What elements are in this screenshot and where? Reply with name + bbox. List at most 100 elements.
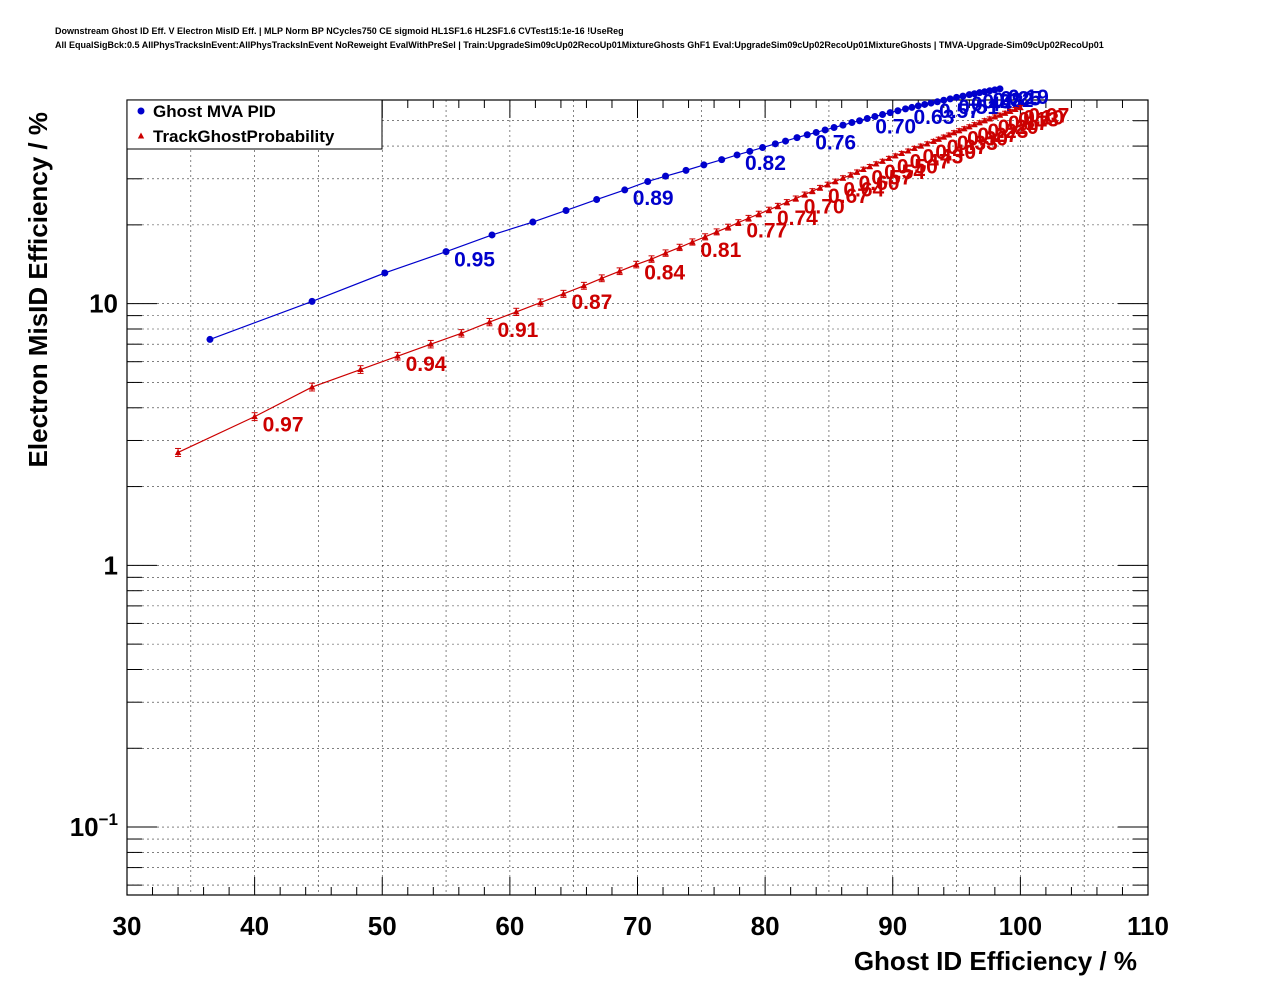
data-point	[879, 111, 887, 119]
data-point	[839, 121, 847, 129]
x-tick-label: 50	[368, 911, 397, 941]
point-label: 0.20	[998, 116, 1039, 139]
point-label: 0.23	[988, 120, 1029, 143]
data-point	[946, 95, 954, 103]
data-point	[458, 329, 465, 336]
data-point	[927, 99, 935, 107]
data-point	[902, 105, 910, 113]
point-label: 0.87	[571, 291, 612, 314]
point-label: 0.54	[884, 161, 925, 184]
point-label: 0.81	[700, 239, 741, 262]
point-label: 0.84	[644, 262, 685, 285]
data-point	[816, 184, 824, 191]
y-axis-label: Electron MisID Efficiency / %	[23, 112, 53, 467]
x-tick-label: 90	[878, 911, 907, 941]
data-point	[689, 238, 696, 245]
data-point	[560, 290, 567, 297]
data-point	[745, 214, 752, 221]
data-point	[513, 308, 520, 315]
data-point	[894, 107, 902, 115]
legend-marker	[137, 107, 145, 115]
data-point	[871, 112, 879, 120]
legend: Ghost MVA PID TrackGhostProbability	[126, 99, 383, 150]
data-point	[529, 218, 537, 226]
data-point	[1006, 107, 1014, 114]
data-point	[935, 135, 942, 142]
x-tick-label: 70	[623, 911, 652, 941]
chart-title-line-1: Downstream Ghost ID Eff. V Electron MisI…	[55, 26, 624, 36]
data-point	[381, 269, 389, 277]
data-point	[839, 174, 847, 181]
data-point	[803, 131, 811, 139]
data-point	[860, 165, 867, 172]
point-label: 0.33	[957, 132, 998, 155]
point-label: 0.60	[859, 172, 900, 195]
point-label: 0.67	[828, 185, 869, 208]
point-label: 0.89	[633, 187, 674, 210]
point-label: 0.50	[897, 155, 938, 178]
data-point	[562, 206, 570, 214]
data-point	[996, 85, 1004, 93]
point-label: 0.40	[935, 141, 976, 164]
data-point	[759, 144, 767, 152]
point-label: 0.70	[804, 196, 845, 219]
data-point	[206, 335, 214, 343]
point-label: 0.37	[947, 136, 988, 159]
data-point	[580, 282, 588, 289]
point-label: 0.44	[971, 93, 1012, 116]
data-point	[924, 140, 931, 147]
point-label: 0.97	[263, 414, 304, 437]
data-point	[879, 157, 886, 164]
point-label: 0.77	[746, 220, 787, 243]
data-point	[357, 366, 364, 373]
data-point	[898, 149, 905, 156]
data-point	[598, 274, 605, 281]
axis-ticks	[126, 99, 1149, 895]
data-point	[809, 187, 816, 194]
data-point	[486, 318, 493, 325]
point-label: 0.43	[922, 145, 963, 168]
data-point	[976, 119, 983, 126]
x-tick-label: 40	[240, 911, 269, 941]
data-point	[662, 249, 669, 256]
point-label: 0.76	[815, 132, 856, 155]
chart-title-line-2: All EqualSigBck:0.5 AllPhysTracksInEvent…	[55, 40, 1104, 50]
data-point	[892, 152, 899, 159]
data-point	[955, 127, 963, 134]
data-point	[733, 151, 741, 159]
point-label: 0.70	[875, 115, 916, 138]
data-point	[771, 140, 779, 148]
data-point	[662, 172, 670, 180]
data-point	[986, 115, 993, 122]
y-tick-label: 10−1	[70, 810, 118, 842]
data-point	[621, 186, 629, 194]
data-point	[945, 131, 953, 138]
point-label: 0.17	[1008, 112, 1049, 135]
data-point	[914, 102, 922, 110]
x-axis-label: Ghost ID Efficiency / %	[854, 946, 1137, 976]
data-point	[991, 113, 999, 120]
data-point	[832, 177, 839, 184]
data-point	[824, 181, 831, 188]
data-point	[783, 198, 791, 205]
y-tick-label: 1	[104, 550, 118, 580]
data-point	[746, 147, 754, 155]
data-point	[966, 123, 973, 130]
data-point	[921, 100, 929, 108]
data-point	[394, 352, 401, 359]
data-point	[821, 126, 829, 134]
data-point	[872, 160, 880, 167]
data-point	[735, 219, 742, 226]
data-point	[1001, 109, 1009, 116]
data-point	[701, 233, 709, 240]
point-label: 0.74	[777, 207, 818, 230]
series-1: 0.970.940.910.870.840.810.770.740.700.67…	[174, 104, 1069, 457]
point-label: 0.19	[1008, 86, 1049, 109]
point-label: 0.27	[977, 124, 1018, 147]
data-point	[782, 137, 790, 145]
data-point	[908, 103, 916, 111]
point-label: 0.30	[967, 128, 1008, 151]
data-point	[853, 168, 861, 175]
y-tick-label: 10	[89, 289, 118, 319]
data-point	[700, 161, 708, 169]
